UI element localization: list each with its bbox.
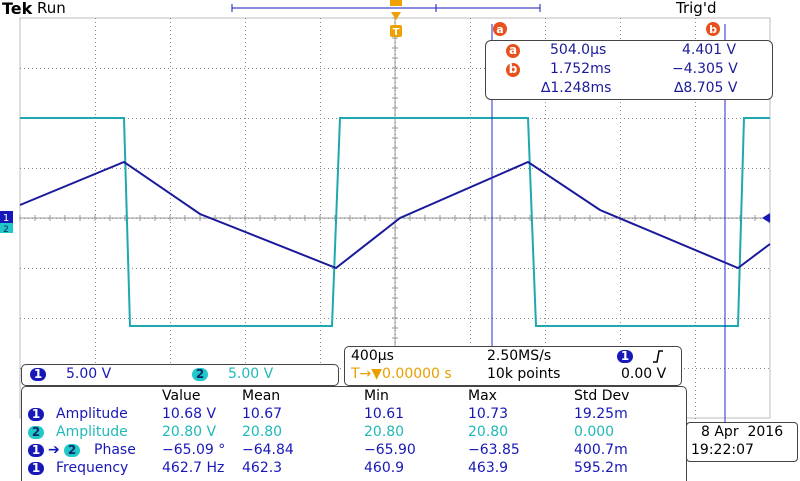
cursor-b-icon: b [506, 63, 520, 77]
trigger-t-label: T [393, 27, 400, 38]
measurement-table[interactable]: Value Mean Min Max Std Dev 1 Amplitude 1… [21, 386, 687, 481]
col-header-mean: Mean [242, 388, 281, 404]
cursor-a-volt: 4.401 V [682, 42, 737, 58]
trigger-position-marker: T [390, 0, 402, 38]
row-channel2-badge: 2 [64, 444, 80, 457]
col-header-std-dev: Std Dev [574, 388, 630, 404]
measurement-min: 460.9 [364, 460, 405, 476]
measurement-value: 20.80 V [162, 424, 217, 440]
cursor-b-badge: b [706, 22, 720, 36]
horizontal-scale: 400µs [351, 348, 394, 364]
measurement-mean: 10.67 [242, 406, 283, 422]
channel-scale-bar: 1 5.00 V 2 5.00 V [21, 364, 339, 386]
svg-text:2: 2 [3, 225, 9, 235]
cursor-a-time: 504.0µs [550, 42, 607, 58]
channel-1-scale[interactable]: 5.00 V [66, 366, 112, 382]
cursor-b-time: 1.752ms [550, 61, 612, 77]
measurement-value: 462.7 Hz [162, 460, 225, 476]
trigger-level: 0.00 V [621, 366, 667, 382]
row-channel-badge: 1 [28, 462, 44, 475]
measurement-max: 10.73 [468, 406, 509, 422]
measurement-max: 20.80 [468, 424, 509, 440]
measurement-std-dev: 400.7m [574, 442, 628, 458]
channel-1-badge[interactable]: 1 [30, 368, 46, 381]
svg-text:1: 1 [3, 213, 9, 224]
trigger-position-bar [231, 4, 541, 12]
measurement-name: Amplitude [56, 406, 128, 422]
channel-2-ground-marker: 2 [0, 223, 13, 235]
cursor-a-icon: a [506, 44, 520, 58]
measurement-mean: 462.3 [242, 460, 283, 476]
cursor-a-badge: a [493, 22, 507, 36]
trigger-source-badge: 1 [617, 350, 633, 363]
acquisition-state: Run [37, 0, 66, 17]
measurement-name: Amplitude [56, 424, 128, 440]
measurement-name: Phase [94, 442, 136, 458]
measurement-std-dev: 0.000 [574, 424, 615, 440]
table-row[interactable]: 2 Amplitude 20.80 V 20.80 20.80 20.80 0.… [22, 424, 686, 442]
trigger-level-marker [762, 213, 770, 223]
row-channel-badge: 1 [28, 408, 44, 421]
timebase-panel[interactable]: 400µs 2.50MS/s 1 T→▼0.00000 s 10k points… [344, 346, 682, 386]
table-row[interactable]: 1 ➔ 2 Phase −65.09 ° −64.84 −65.90 −63.8… [22, 442, 686, 460]
date-label: 8 Apr 2016 [701, 424, 784, 440]
measurement-name: Frequency [56, 460, 129, 476]
measurement-min: −65.90 [364, 442, 416, 458]
arrow-right-icon: ➔ [48, 442, 60, 458]
col-header-value: Value [162, 388, 201, 404]
measurement-std-dev: 595.2m [574, 460, 628, 476]
table-row[interactable]: 1 Amplitude 10.68 V 10.67 10.61 10.73 19… [22, 406, 686, 424]
cursor-readout[interactable]: a 504.0µs 4.401 V b 1.752ms −4.305 V ∆1.… [485, 40, 773, 100]
trigger-status: Trig'd [676, 0, 717, 17]
cursor-delta-time: ∆1.248ms [541, 80, 612, 96]
table-row[interactable]: 1 Frequency 462.7 Hz 462.3 460.9 463.9 5… [22, 460, 686, 478]
row-channel-badge: 2 [28, 426, 44, 439]
measurement-mean: 20.80 [242, 424, 283, 440]
record-length: 10k points [487, 366, 561, 382]
brand-logo: Tek [2, 0, 33, 18]
measurement-value: −65.09 ° [162, 442, 226, 458]
channel-1-trace [19, 160, 771, 270]
sample-rate: 2.50MS/s [487, 348, 552, 364]
rising-edge-icon [653, 350, 663, 363]
measurement-min: 10.61 [364, 406, 405, 422]
measurement-max: −63.85 [468, 442, 520, 458]
col-header-min: Min [364, 388, 389, 404]
time-label: 19:22:07 [691, 442, 754, 458]
row-channel-badge: 1 [28, 444, 44, 457]
date-time-display: 8 Apr 2016 19:22:07 [686, 422, 798, 462]
measurement-mean: −64.84 [242, 442, 294, 458]
horizontal-position: T→▼0.00000 s [351, 366, 452, 382]
measurement-min: 20.80 [364, 424, 405, 440]
channel-2-trace [20, 117, 770, 327]
measurement-std-dev: 19.25m [574, 406, 628, 422]
cursor-b-volt: −4.305 V [672, 61, 738, 77]
channel-2-scale[interactable]: 5.00 V [228, 366, 274, 382]
measurement-value: 10.68 V [162, 406, 217, 422]
svg-text:a: a [496, 23, 503, 36]
svg-text:b: b [709, 23, 717, 36]
measurement-max: 463.9 [468, 460, 509, 476]
col-header-max: Max [468, 388, 497, 404]
channel-1-ground-marker: 1 [0, 211, 13, 224]
cursor-delta-volt: ∆8.705 V [674, 80, 738, 96]
channel-2-badge[interactable]: 2 [192, 368, 208, 381]
